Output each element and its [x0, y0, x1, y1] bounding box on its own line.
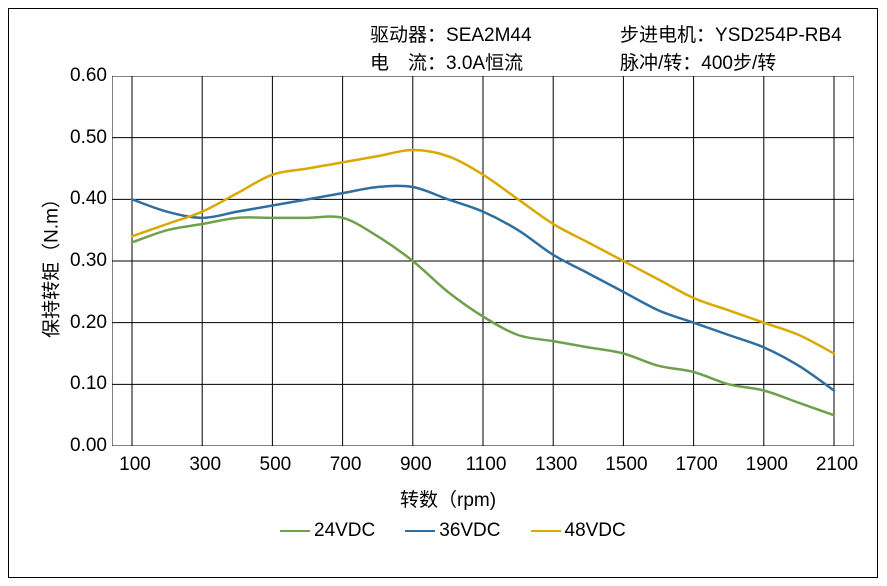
plot-area: [112, 76, 854, 446]
meta-pulse-label: 脉冲/转：: [620, 53, 701, 74]
y-tick-label: 0.10: [52, 373, 107, 395]
legend-swatch-0: [280, 530, 310, 532]
legend-label-2: 48VDC: [565, 520, 626, 542]
legend-label-0: 24VDC: [314, 520, 375, 542]
meta-motor: 步进电机：YSD254P-RB4: [620, 20, 842, 47]
legend-swatch-2: [531, 530, 561, 532]
legend: 24VDC 36VDC 48VDC: [280, 520, 626, 542]
y-tick-label: 0.40: [52, 188, 107, 210]
legend-swatch-1: [405, 530, 435, 532]
meta-motor-label: 步进电机：: [620, 25, 715, 46]
x-tick-label: 1500: [601, 454, 651, 476]
x-tick-label: 1100: [461, 454, 511, 476]
x-tick-label: 300: [180, 454, 230, 476]
x-tick-label: 1900: [742, 454, 792, 476]
y-tick-label: 0.50: [52, 127, 107, 149]
y-tick-label: 0.00: [52, 435, 107, 457]
meta-driver-label: 驱动器：: [370, 25, 446, 46]
legend-label-1: 36VDC: [439, 520, 500, 542]
legend-item-0: 24VDC: [280, 520, 375, 542]
y-tick-label: 0.30: [52, 250, 107, 272]
x-tick-label: 1700: [672, 454, 722, 476]
x-axis-title: 转数（rpm): [400, 485, 496, 512]
x-tick-label: 700: [321, 454, 371, 476]
meta-motor-value: YSD254P-RB4: [715, 25, 842, 46]
x-tick-label: 500: [250, 454, 300, 476]
x-tick-label: 100: [110, 454, 160, 476]
meta-current: 电 流：3.0A恒流: [370, 48, 523, 75]
meta-current-label: 电 流：: [370, 53, 446, 74]
x-tick-label: 900: [391, 454, 441, 476]
legend-item-2: 48VDC: [531, 520, 626, 542]
x-tick-label: 2100: [812, 454, 862, 476]
x-tick-label: 1300: [531, 454, 581, 476]
y-tick-label: 0.20: [52, 312, 107, 334]
legend-item-1: 36VDC: [405, 520, 500, 542]
chart-container: 驱动器：SEA2M44 步进电机：YSD254P-RB4 电 流：3.0A恒流 …: [0, 0, 887, 586]
meta-driver: 驱动器：SEA2M44: [370, 20, 532, 47]
y-tick-label: 0.60: [52, 65, 107, 87]
meta-current-value: 3.0A恒流: [446, 53, 523, 74]
meta-pulse-value: 400步/转: [701, 53, 776, 74]
meta-driver-value: SEA2M44: [446, 25, 532, 46]
meta-pulse: 脉冲/转：400步/转: [620, 48, 776, 75]
